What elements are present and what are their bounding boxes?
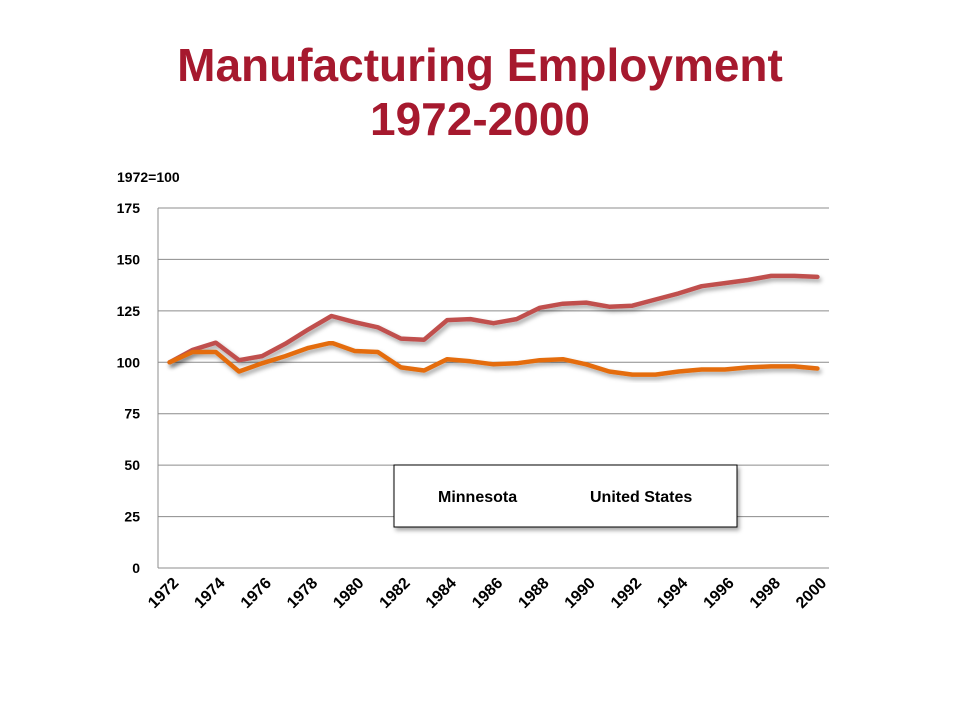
x-tick-label: 1994 — [654, 575, 691, 612]
legend: Minnesota United States — [393, 464, 738, 528]
series-line-minnesota — [167, 273, 820, 365]
legend-label: United States — [590, 489, 692, 506]
y-tick-label: 0 — [132, 560, 140, 576]
x-tick-label: 1974 — [191, 575, 228, 612]
x-tick-label: 1990 — [562, 575, 599, 612]
y-tick-label: 150 — [117, 251, 141, 267]
x-tick-label: 1982 — [377, 575, 414, 612]
x-tick-label: 1972 — [145, 575, 182, 612]
y-tick-label: 175 — [117, 200, 141, 216]
x-tick-label: 1998 — [747, 575, 784, 612]
x-tick-label: 1980 — [330, 575, 367, 612]
series-line-united-states — [167, 340, 820, 377]
x-tick-label: 1978 — [284, 575, 321, 612]
series-lines — [167, 273, 820, 377]
x-tick-label: 1984 — [423, 575, 460, 612]
y-tick-label: 25 — [124, 509, 140, 525]
x-tick-label: 1976 — [238, 575, 275, 612]
x-tick-label: 1988 — [515, 575, 552, 612]
y-tick-label: 100 — [117, 354, 141, 370]
chart-title-block: Manufacturing Employment 1972-2000 — [0, 38, 960, 146]
y-tick-label: 50 — [124, 457, 140, 473]
legend-label: Minnesota — [438, 489, 517, 506]
y-axis-label: 1972=100 — [117, 169, 180, 185]
chart-title: Manufacturing Employment — [177, 39, 783, 91]
x-tick-label: 2000 — [793, 575, 830, 612]
x-tick-label: 1996 — [701, 575, 738, 612]
x-tick-label: 1986 — [469, 575, 506, 612]
y-tick-label: 75 — [124, 406, 140, 422]
y-tick-label: 125 — [117, 303, 141, 319]
x-tick-label: 1992 — [608, 575, 645, 612]
chart-subtitle: 1972-2000 — [370, 93, 590, 145]
